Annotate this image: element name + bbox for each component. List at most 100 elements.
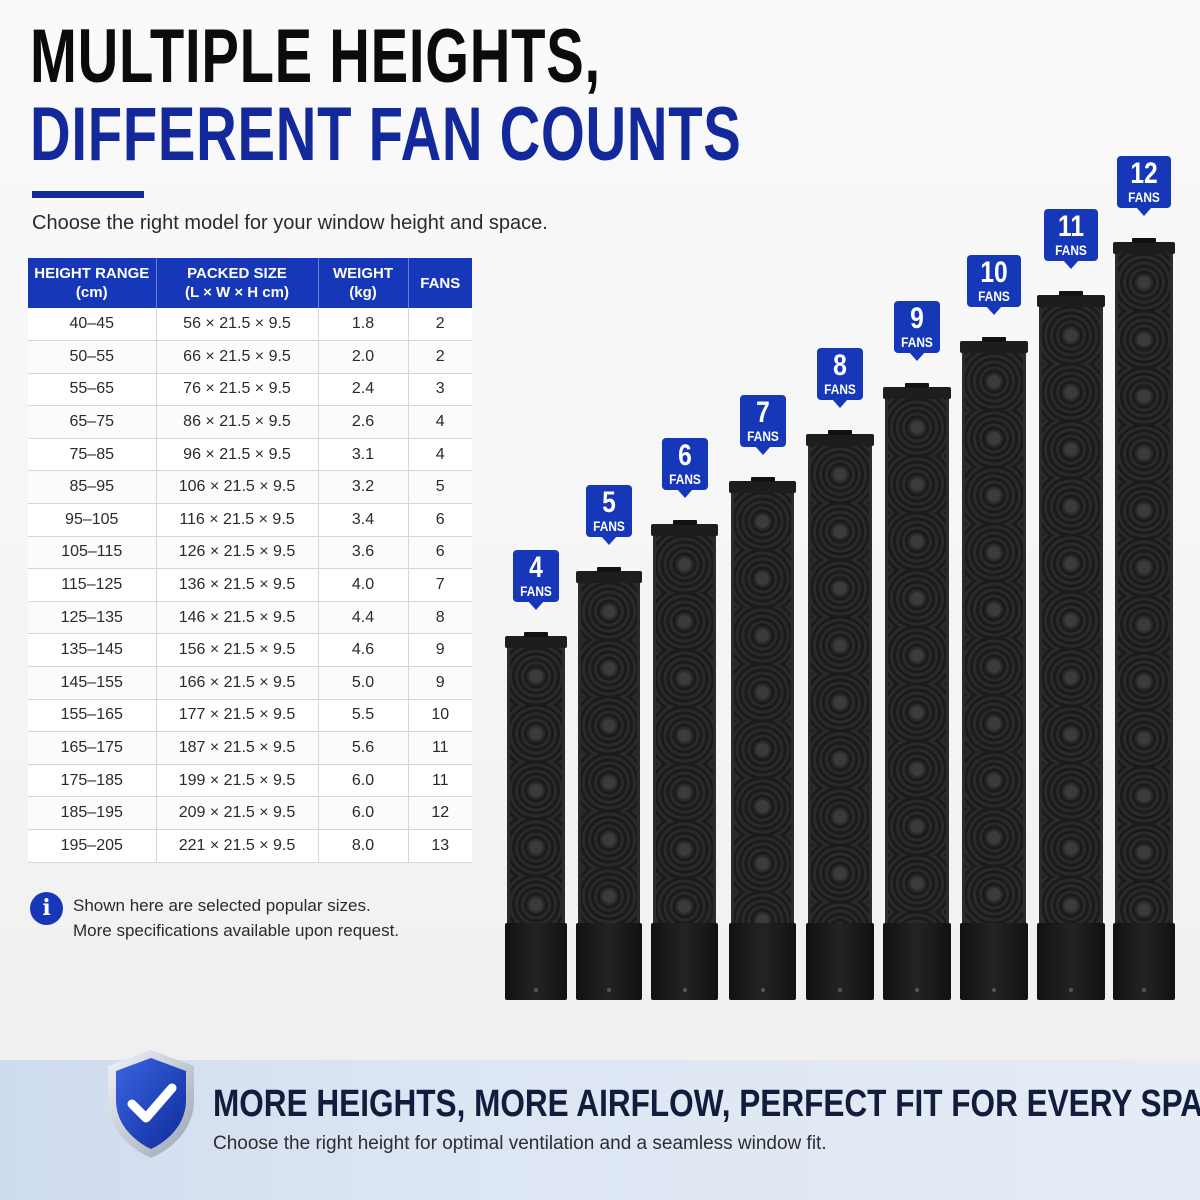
cell-packed-size: 86 × 21.5 × 9.5 bbox=[156, 405, 319, 439]
cell-weight: 6.0 bbox=[318, 764, 409, 798]
fan-tower-10 bbox=[960, 337, 1028, 1000]
cell-packed-size: 116 × 21.5 × 9.5 bbox=[156, 503, 319, 537]
cell-fans: 11 bbox=[408, 731, 472, 765]
cell-fans: 5 bbox=[408, 470, 472, 505]
cell-height-range: 115–125 bbox=[28, 568, 157, 602]
table-row: 165–175 187 × 21.5 × 9.5 5.6 11 bbox=[28, 731, 472, 765]
cell-height-range: 50–55 bbox=[28, 340, 157, 374]
cell-packed-size: 126 × 21.5 × 9.5 bbox=[156, 536, 319, 570]
tower-fan-grille bbox=[507, 648, 565, 923]
tower-fan-grille bbox=[885, 399, 949, 923]
tower-fan-grille bbox=[808, 446, 872, 923]
tower-base bbox=[806, 923, 874, 1000]
fan-tower-4 bbox=[505, 632, 567, 1000]
fan-count-badge-7: 7 FANS bbox=[739, 395, 786, 455]
cell-fans: 2 bbox=[408, 340, 472, 374]
fan-count-number: 10 bbox=[980, 256, 1008, 289]
fan-count-number: 11 bbox=[1057, 210, 1085, 243]
fan-count-label: FANS bbox=[901, 334, 933, 350]
tower-fan-grille bbox=[962, 353, 1026, 923]
tower-base bbox=[1113, 923, 1175, 1000]
cell-height-range: 40–45 bbox=[28, 308, 157, 342]
table-row: 95–105 116 × 21.5 × 9.5 3.4 6 bbox=[28, 503, 472, 537]
tower-cap bbox=[883, 383, 951, 399]
tower-base bbox=[883, 923, 951, 1000]
tower-cap bbox=[1037, 291, 1105, 307]
cell-fans: 11 bbox=[408, 764, 472, 798]
fan-count-badge-11: 11 FANS bbox=[1044, 209, 1098, 269]
fan-tower-11 bbox=[1037, 291, 1105, 1000]
fan-count-label: FANS bbox=[978, 288, 1010, 304]
fan-tower-5 bbox=[576, 567, 642, 1000]
cell-height-range: 75–85 bbox=[28, 438, 157, 472]
cell-packed-size: 156 × 21.5 × 9.5 bbox=[156, 633, 319, 668]
table-header-row: HEIGHT RANGE (cm) PACKED SIZE (L × W × H c… bbox=[28, 258, 472, 308]
fan-count-number: 5 bbox=[602, 486, 616, 519]
cell-packed-size: 166 × 21.5 × 9.5 bbox=[156, 666, 319, 700]
header-height-range: HEIGHT RANGE (cm) bbox=[28, 258, 157, 308]
cell-packed-size: 96 × 21.5 × 9.5 bbox=[156, 438, 319, 472]
cell-weight: 2.0 bbox=[318, 340, 409, 374]
fan-tower-7 bbox=[729, 477, 796, 1000]
tower-base bbox=[576, 923, 642, 1000]
title-line-2: DIFFERENT FAN COUNTS bbox=[30, 91, 742, 177]
header-packed-size: PACKED SIZE (L × W × H cm) bbox=[156, 258, 319, 308]
cell-weight: 3.4 bbox=[318, 503, 409, 537]
cell-height-range: 65–75 bbox=[28, 405, 157, 439]
cell-weight: 1.8 bbox=[318, 308, 409, 342]
tower-cap bbox=[651, 520, 718, 536]
cell-height-range: 135–145 bbox=[28, 633, 157, 668]
cell-weight: 5.5 bbox=[318, 699, 409, 733]
table-row: 40–45 56 × 21.5 × 9.5 1.8 2 bbox=[28, 308, 472, 342]
cell-fans: 12 bbox=[408, 796, 472, 830]
cell-weight: 5.0 bbox=[318, 666, 409, 700]
cell-fans: 3 bbox=[408, 373, 472, 407]
fan-count-number: 9 bbox=[910, 302, 924, 335]
fan-count-number: 12 bbox=[1130, 157, 1158, 190]
tower-cap bbox=[505, 632, 567, 648]
fan-count-label: FANS bbox=[746, 428, 779, 444]
cell-packed-size: 76 × 21.5 × 9.5 bbox=[156, 373, 319, 407]
header-weight: WEIGHT (kg) bbox=[318, 258, 409, 308]
cell-height-range: 195–205 bbox=[28, 829, 157, 863]
fan-tower-8 bbox=[806, 430, 874, 1000]
table-row: 175–185 199 × 21.5 × 9.5 6.0 11 bbox=[28, 764, 472, 798]
table-row: 115–125 136 × 21.5 × 9.5 4.0 7 bbox=[28, 568, 472, 602]
title-underline bbox=[32, 191, 144, 198]
cell-packed-size: 146 × 21.5 × 9.5 bbox=[156, 601, 319, 635]
cell-weight: 3.6 bbox=[318, 536, 409, 570]
cell-weight: 6.0 bbox=[318, 796, 409, 830]
page-title: MULTIPLE HEIGHTS, DIFFERENT FAN COUNTS bbox=[30, 18, 992, 173]
tower-cap bbox=[729, 477, 796, 493]
cell-weight: 3.2 bbox=[318, 470, 409, 505]
tower-fan-grille bbox=[653, 536, 716, 923]
cell-height-range: 85–95 bbox=[28, 470, 157, 505]
tower-fan-grille bbox=[731, 493, 794, 923]
cell-height-range: 105–115 bbox=[28, 536, 157, 570]
header-fans: FANS bbox=[408, 258, 472, 308]
cell-height-range: 175–185 bbox=[28, 764, 157, 798]
table-row: 55–65 76 × 21.5 × 9.5 2.4 3 bbox=[28, 373, 472, 407]
cell-packed-size: 221 × 21.5 × 9.5 bbox=[156, 829, 319, 863]
cell-packed-size: 177 × 21.5 × 9.5 bbox=[156, 699, 319, 733]
cell-packed-size: 187 × 21.5 × 9.5 bbox=[156, 731, 319, 765]
table-row: 195–205 221 × 21.5 × 9.5 8.0 13 bbox=[28, 829, 472, 863]
cell-height-range: 165–175 bbox=[28, 731, 157, 765]
tower-base bbox=[1037, 923, 1105, 1000]
cell-weight: 3.1 bbox=[318, 438, 409, 472]
cell-fans: 8 bbox=[408, 601, 472, 635]
cell-fans: 9 bbox=[408, 633, 472, 668]
cell-weight: 2.4 bbox=[318, 373, 409, 407]
cell-packed-size: 209 × 21.5 × 9.5 bbox=[156, 796, 319, 830]
tower-cap bbox=[576, 567, 642, 583]
cell-packed-size: 56 × 21.5 × 9.5 bbox=[156, 308, 319, 342]
tower-fan-grille bbox=[1115, 254, 1173, 923]
note-line-2: More specifications available upon reque… bbox=[73, 921, 400, 940]
cell-weight: 4.4 bbox=[318, 601, 409, 635]
cell-packed-size: 136 × 21.5 × 9.5 bbox=[156, 568, 319, 602]
tower-base bbox=[729, 923, 796, 1000]
cell-fans: 7 bbox=[408, 568, 472, 602]
cell-height-range: 145–155 bbox=[28, 666, 157, 700]
cell-height-range: 125–135 bbox=[28, 601, 157, 635]
table-row: 145–155 166 × 21.5 × 9.5 5.0 9 bbox=[28, 666, 472, 700]
